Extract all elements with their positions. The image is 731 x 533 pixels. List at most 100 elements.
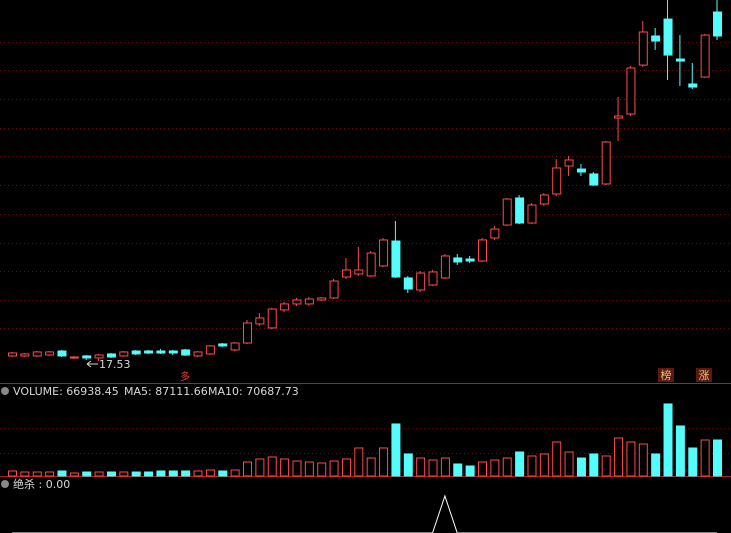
volume-bar — [490, 459, 500, 477]
volume-bar — [45, 471, 55, 477]
indicator-legend: 绝杀 : 0.00 — [13, 477, 70, 491]
candle-body — [119, 351, 129, 357]
candle-body — [564, 159, 574, 167]
low-label: 17.53 — [99, 358, 131, 371]
volume-bar — [515, 451, 525, 477]
volume-bar — [539, 453, 549, 477]
volume-bar — [292, 460, 302, 477]
candle-body — [20, 353, 30, 357]
candle-body — [341, 269, 351, 278]
volume-bar — [589, 453, 599, 477]
candle-body — [626, 67, 636, 115]
volume-bar — [280, 458, 290, 477]
volume-bar — [675, 425, 685, 477]
volume-bar — [144, 471, 154, 477]
volume-bar — [651, 453, 661, 477]
volume-bar — [243, 461, 252, 477]
candle-body — [317, 297, 327, 301]
candle-body — [663, 18, 673, 56]
panel-icon — [1, 480, 9, 488]
candle-body — [688, 83, 698, 88]
candle-body — [243, 322, 252, 344]
volume-bar — [131, 471, 141, 477]
candle-body — [45, 351, 55, 356]
candle-body — [403, 277, 413, 290]
volume-bar — [576, 457, 586, 477]
volume-bar — [168, 470, 178, 477]
candle-body — [490, 228, 500, 239]
candle-body — [515, 197, 525, 224]
candle-body — [465, 258, 475, 262]
volume-bar — [391, 423, 401, 477]
candle-body — [651, 35, 661, 42]
candle-body — [304, 298, 314, 305]
volume-bar — [341, 458, 351, 477]
volume-bar — [156, 470, 166, 477]
candle-body — [428, 271, 438, 286]
volume-bar — [20, 471, 30, 477]
candle-body — [589, 173, 599, 186]
volume-bar — [366, 457, 376, 477]
volume-bar — [354, 447, 364, 477]
volume-legend: VOLUME: 66938.45 — [13, 385, 119, 398]
volume-bar — [329, 460, 339, 477]
volume-bar — [94, 471, 104, 477]
candle-body — [8, 352, 17, 357]
volume-bar — [8, 470, 17, 477]
candle-body — [205, 345, 215, 355]
candle-body — [131, 350, 141, 355]
candle-body — [416, 272, 426, 291]
candle-body — [700, 34, 710, 78]
volume-bar — [663, 403, 673, 477]
volume-bar — [32, 471, 42, 477]
badge — [658, 368, 674, 382]
candle-body — [502, 198, 512, 226]
candle-body — [144, 350, 154, 354]
candle-body — [94, 354, 104, 359]
volume-bar — [416, 457, 426, 477]
volume-bar — [638, 443, 648, 477]
candle-body — [193, 351, 203, 357]
volume-bar — [601, 455, 611, 477]
candle-body — [230, 342, 240, 351]
volume-bar — [626, 441, 636, 477]
candle-body — [32, 351, 42, 357]
candle-body — [267, 308, 277, 329]
signal-marker: 多 — [180, 370, 190, 383]
candle-body — [255, 317, 265, 325]
candle-body — [292, 299, 302, 305]
volume-bar — [317, 462, 327, 477]
volume-bar — [57, 470, 67, 477]
volume-bar — [255, 458, 265, 477]
candle-body — [675, 58, 685, 62]
panel-icon — [1, 387, 9, 395]
candle-body — [576, 168, 586, 173]
volume-bar — [465, 465, 475, 477]
volume-bar — [614, 437, 624, 477]
volume-bar — [527, 455, 537, 477]
volume-legend: MA10: 70687.73 — [208, 385, 299, 398]
candle-body — [168, 350, 178, 354]
volume-legend: MA5: 87111.66 — [124, 385, 208, 398]
candle-body — [391, 240, 401, 278]
volume-bar — [205, 469, 215, 477]
badge — [696, 368, 712, 382]
candle-body — [280, 303, 290, 311]
volume-bar — [478, 461, 487, 477]
candle-body — [601, 141, 611, 185]
candle-body — [713, 11, 722, 37]
candle-body — [527, 204, 537, 224]
volume-bar — [379, 447, 389, 477]
volume-bar — [688, 447, 698, 477]
candle-body — [69, 356, 79, 359]
volume-bar — [267, 456, 277, 477]
candle-body — [181, 349, 191, 356]
volume-bar — [304, 461, 314, 477]
candle-body — [614, 115, 624, 119]
candle-body — [82, 355, 92, 359]
volume-bar — [193, 470, 203, 477]
volume-bar — [700, 439, 710, 477]
volume-bar — [440, 457, 450, 477]
candle-body — [478, 239, 487, 262]
